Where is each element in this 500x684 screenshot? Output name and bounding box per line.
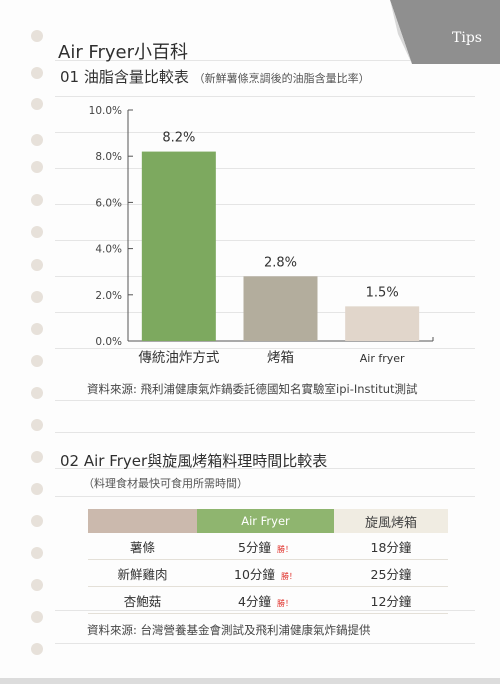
ruled-line bbox=[55, 204, 475, 205]
binder-hole bbox=[31, 259, 43, 271]
ruled-line bbox=[55, 168, 475, 169]
oven-time: 18分鐘 bbox=[333, 533, 448, 560]
y-tick-label: 2.0% bbox=[95, 290, 122, 302]
binder-hole bbox=[31, 515, 43, 527]
binder-hole bbox=[31, 611, 43, 623]
section1-heading: 01 油脂含量比較表 （新鮮薯條烹調後的油脂含量比率） bbox=[60, 66, 370, 87]
y-tick-label: 10.0% bbox=[89, 105, 122, 117]
y-tick-label: 0.0% bbox=[95, 336, 122, 348]
binder-hole bbox=[31, 387, 43, 399]
binder-hole bbox=[31, 451, 43, 463]
binder-hole bbox=[31, 194, 43, 206]
binder-hole bbox=[31, 547, 43, 559]
bar-value-label: 1.5% bbox=[366, 285, 399, 300]
binder-hole bbox=[31, 67, 43, 79]
section2-source: 資料來源: 台灣營養基金會測試及飛利浦健康氣炸鍋提供 bbox=[87, 623, 371, 637]
table-row: 杏鮑菇 4分鐘 勝！ 12分鐘 bbox=[88, 586, 448, 614]
binder-hole bbox=[31, 483, 43, 495]
section1-source: 資料來源: 飛利浦健康氣炸鍋委託德國知名實驗室ipi-Institut測試 bbox=[87, 382, 418, 396]
binder-hole bbox=[31, 579, 43, 591]
y-tick-label: 4.0% bbox=[95, 244, 122, 256]
ruled-line bbox=[55, 643, 475, 644]
header-blank bbox=[88, 509, 197, 533]
oven-time: 25分鐘 bbox=[333, 559, 448, 587]
row-item: 杏鮑菇 bbox=[88, 586, 197, 614]
tips-label: Tips bbox=[452, 30, 482, 46]
ruled-line bbox=[55, 312, 475, 313]
binder-hole bbox=[31, 161, 43, 173]
airfryer-time: 10分鐘 bbox=[234, 566, 275, 582]
ruled-line bbox=[55, 432, 475, 433]
bar-value-label: 2.8% bbox=[264, 255, 297, 270]
table-row: 新鮮雞肉 10分鐘 勝！ 25分鐘 bbox=[88, 559, 448, 587]
page-title: Air Fryer小百科 bbox=[58, 42, 189, 63]
section1-note: （新鮮薯條烹調後的油脂含量比率） bbox=[193, 72, 370, 85]
ruled-line bbox=[55, 496, 475, 497]
tips-corner bbox=[390, 0, 500, 64]
airfryer-time: 5分鐘 bbox=[238, 539, 271, 555]
row-item: 薯條 bbox=[88, 533, 197, 560]
win-badge: 勝！ bbox=[280, 571, 297, 581]
ruled-line bbox=[55, 276, 475, 277]
row-item: 新鮮雞肉 bbox=[88, 559, 197, 587]
binder-hole bbox=[31, 323, 43, 335]
header-oven: 旋風烤箱 bbox=[333, 509, 448, 533]
ruled-line bbox=[55, 240, 475, 241]
binder-hole bbox=[31, 643, 43, 655]
binder-hole bbox=[31, 226, 43, 238]
binder-hole bbox=[31, 291, 43, 303]
oven-time: 12分鐘 bbox=[333, 586, 448, 614]
bar bbox=[243, 276, 318, 341]
x-category-label: Air fryer bbox=[360, 352, 405, 365]
win-badge: 勝！ bbox=[276, 544, 293, 554]
x-category-label: 傳統油炸方式 bbox=[138, 350, 219, 366]
airfryer-time-cell: 10分鐘 勝！ bbox=[197, 559, 334, 587]
cooking-time-table: Air Fryer 旋風烤箱 薯條 5分鐘 勝！ 18分鐘 新鮮雞肉 10分鐘 勝！… bbox=[88, 509, 448, 614]
x-category-label: 烤箱 bbox=[267, 350, 294, 366]
section1-title: 01 油脂含量比較表 bbox=[60, 68, 189, 86]
ruled-line bbox=[55, 132, 475, 133]
binder-hole bbox=[31, 355, 43, 367]
airfryer-time-cell: 4分鐘 勝！ bbox=[197, 586, 334, 614]
binder-hole bbox=[31, 419, 43, 431]
section2-note: （料理食材最快可食用所需時間） bbox=[83, 477, 248, 490]
table-row: 薯條 5分鐘 勝！ 18分鐘 bbox=[88, 533, 448, 560]
airfryer-time: 4分鐘 bbox=[238, 593, 271, 609]
y-tick-label: 8.0% bbox=[95, 151, 122, 163]
binder-hole bbox=[31, 134, 43, 146]
ruled-line bbox=[55, 400, 475, 401]
ruled-line bbox=[55, 468, 475, 469]
section2-heading: 02 Air Fryer與旋風烤箱料理時間比較表 bbox=[60, 450, 327, 471]
binder-hole bbox=[31, 98, 43, 110]
airfryer-time-cell: 5分鐘 勝！ bbox=[197, 533, 334, 560]
binder-hole bbox=[31, 30, 43, 42]
ruled-line bbox=[55, 348, 475, 349]
table-header-row: Air Fryer 旋風烤箱 bbox=[88, 509, 448, 533]
ruled-line bbox=[55, 96, 475, 97]
section2-title: 02 Air Fryer與旋風烤箱料理時間比較表 bbox=[60, 452, 328, 470]
win-badge: 勝！ bbox=[276, 598, 293, 608]
header-airfryer: Air Fryer bbox=[197, 509, 334, 533]
ruled-line bbox=[55, 60, 475, 61]
